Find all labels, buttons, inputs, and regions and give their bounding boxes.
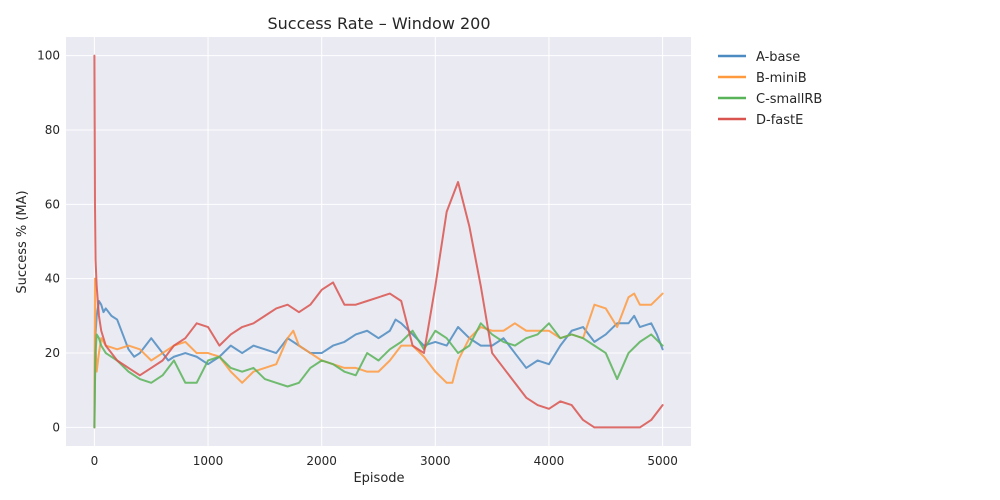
y-tick-label: 0 [52,420,60,434]
y-tick-label: 80 [45,123,60,137]
series-line-c-smallrb [93,322,664,429]
series-line-d-faste [93,54,664,429]
legend-entry: C-smallRB [756,92,822,107]
y-tick-label: 40 [45,272,60,286]
plot-area [66,37,691,446]
axis-ticks: 0 1000 2000 3000 4000 5000 0 20 40 60 80 100 [37,49,678,468]
grid [66,37,691,446]
legend: A-base B-miniB C-smallRB D-fastE [718,50,822,128]
legend-entry: D-fastE [756,113,803,128]
x-tick-label: 5000 [647,454,678,468]
x-tick-label: 1000 [193,454,224,468]
series-lines [93,54,664,429]
legend-entry: B-miniB [756,71,807,86]
x-tick-label: 4000 [534,454,565,468]
legend-entry: A-base [756,50,800,65]
y-tick-label: 20 [45,346,60,360]
chart-title: Success Rate – Window 200 [267,14,490,33]
x-axis-label: Episode [353,471,404,486]
y-tick-label: 100 [37,49,60,63]
y-tick-label: 60 [45,197,60,211]
x-tick-label: 3000 [420,454,451,468]
x-tick-label: 2000 [306,454,337,468]
x-tick-label: 0 [91,454,99,468]
y-axis-label: Success % (MA) [15,190,30,293]
